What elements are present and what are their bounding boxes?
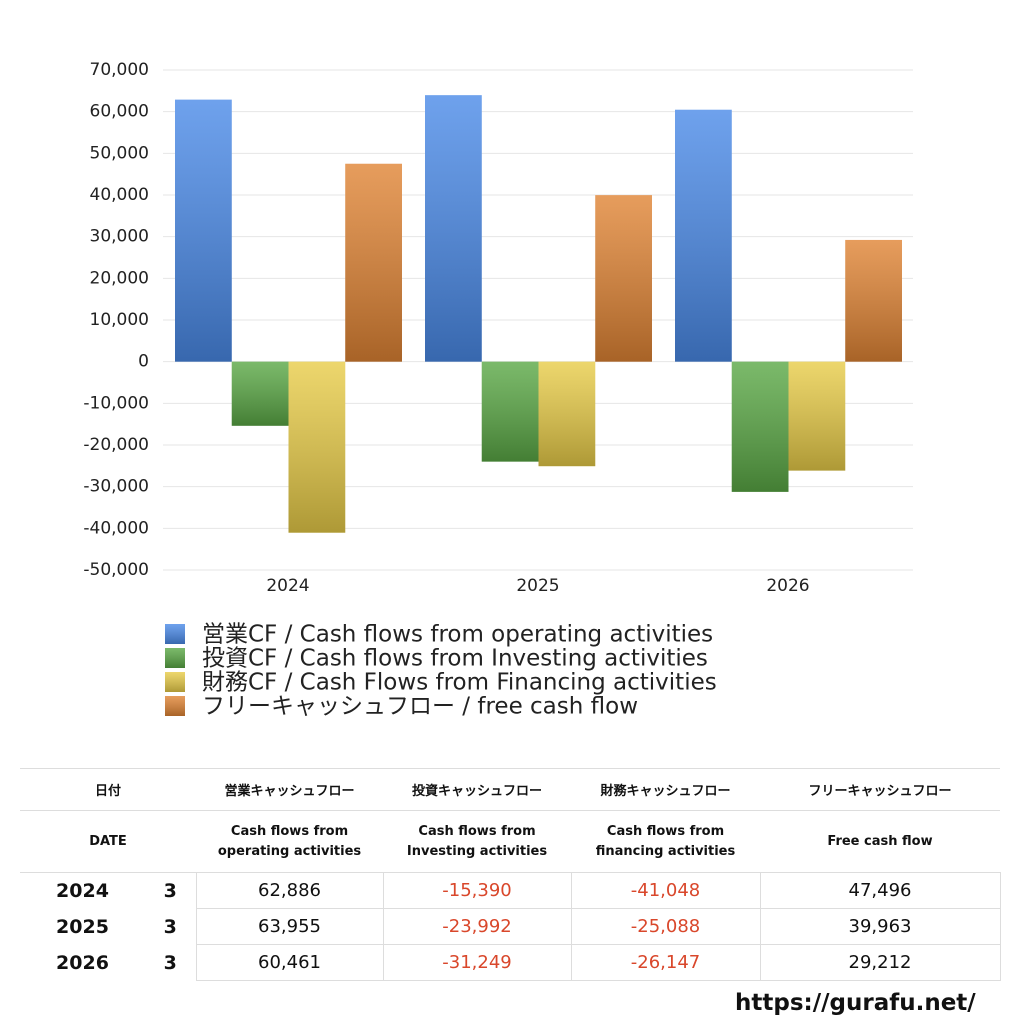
table-cell: -41,048: [570, 872, 761, 909]
bar-shade: [425, 95, 482, 362]
bar-shade: [481, 361, 539, 462]
header-cell: 財務キャッシュフロー: [571, 768, 761, 811]
table-row: 2025 3 63,955 -23,992 -25,088 39,963: [20, 908, 1001, 945]
bar-shade: [595, 195, 652, 362]
legend-label: 財務CF / Cash Flows from Financing activit…: [202, 670, 717, 696]
y-tick-label: -20,000: [83, 435, 149, 455]
legend-label: フリーキャッシュフロー / free cash flow: [202, 694, 638, 720]
subheader-cell: Cash flows from financing activities: [595, 823, 736, 859]
subheader-cell: Cash flows from Investing activities: [406, 823, 548, 859]
legend-label: 投資CF / Cash flows from Investing activit…: [202, 646, 708, 672]
table-cell: -31,249: [382, 944, 572, 981]
legend-swatch-shade: [165, 696, 185, 716]
bar-shade: [845, 239, 902, 362]
y-tick-label: -10,000: [83, 393, 149, 413]
chart: -50,000 -40,000 -30,000 -20,000 -10,000 0 10,0…: [83, 60, 913, 720]
table-cell: 3: [163, 915, 177, 938]
legend-swatch-shade: [165, 624, 185, 644]
bar-shade: [788, 361, 846, 471]
y-tick-label: 60,000: [90, 102, 149, 122]
y-tick-label: -50,000: [83, 560, 149, 580]
y-tick-label: 10,000: [90, 310, 149, 330]
header-cell: 日付: [20, 768, 197, 811]
subheader-row: DATE Cash flows from operating activitie…: [20, 810, 1001, 873]
table-cell: 2024: [56, 879, 109, 902]
table-cell: -23,992: [382, 908, 572, 945]
header-row: 日付 営業キャッシュフロー 投資キャッシュフロー 財務キャッシュフロー フリーキ…: [20, 768, 1001, 811]
table-cell: -26,147: [570, 944, 761, 981]
header-cell: フリーキャッシュフロー: [760, 768, 1001, 811]
table-cell: 2025: [56, 915, 109, 938]
y-tick-label: 70,000: [90, 60, 149, 80]
y-tick-label: -40,000: [83, 518, 149, 538]
y-tick-label: 50,000: [90, 143, 149, 163]
bar-shade: [731, 361, 789, 492]
table-cell: 2026: [56, 951, 109, 974]
legend-swatch-shade: [165, 672, 185, 692]
y-tick-label: 40,000: [90, 185, 149, 205]
legend-label: 営業CF / Cash flows from operating activit…: [202, 622, 713, 648]
y-tick-label: 20,000: [90, 268, 149, 288]
table-cell: 47,496: [759, 872, 1001, 909]
table-cell: 63,955: [195, 908, 384, 945]
x-tick-label: 2025: [516, 576, 559, 596]
table-cell: 3: [163, 951, 177, 974]
y-tick-label: 0: [138, 352, 149, 372]
table-row: 2026 3 60,461 -31,249 -26,147 29,212: [20, 944, 1001, 981]
bar-shade: [538, 361, 596, 467]
table-cell: 3: [163, 879, 177, 902]
subheader-cell: Free cash flow: [827, 833, 933, 849]
header-cell: 投資キャッシュフロー: [383, 768, 572, 811]
subheader-cell: DATE: [89, 833, 127, 849]
x-tick-label: 2024: [266, 576, 309, 596]
site-url: https://gurafu.net/: [735, 990, 976, 1016]
header-cell: 営業キャッシュフロー: [196, 768, 384, 811]
bar-shade: [345, 163, 402, 362]
y-tick-label: 30,000: [90, 227, 149, 247]
bar-shade: [175, 99, 232, 362]
table-cell: 60,461: [195, 944, 384, 981]
x-tick-label: 2026: [766, 576, 809, 596]
table-cell: 39,963: [759, 908, 1001, 945]
table-cell: 62,886: [195, 872, 384, 909]
legend-swatch-shade: [165, 648, 185, 668]
subheader-cell: Cash flows from operating activities: [217, 823, 362, 859]
y-tick-label: -30,000: [83, 477, 149, 497]
bar-shade: [288, 361, 346, 533]
data-table: 日付 営業キャッシュフロー 投資キャッシュフロー 財務キャッシュフロー フリーキ…: [20, 768, 1001, 981]
table-cell: 29,212: [759, 944, 1001, 981]
table-cell: -15,390: [382, 872, 572, 909]
table-row: 2024 3 62,886 -15,390 -41,048 47,496: [20, 872, 1001, 909]
bar-shade: [231, 361, 289, 426]
bar-shade: [675, 109, 732, 362]
table-cell: -25,088: [570, 908, 761, 945]
